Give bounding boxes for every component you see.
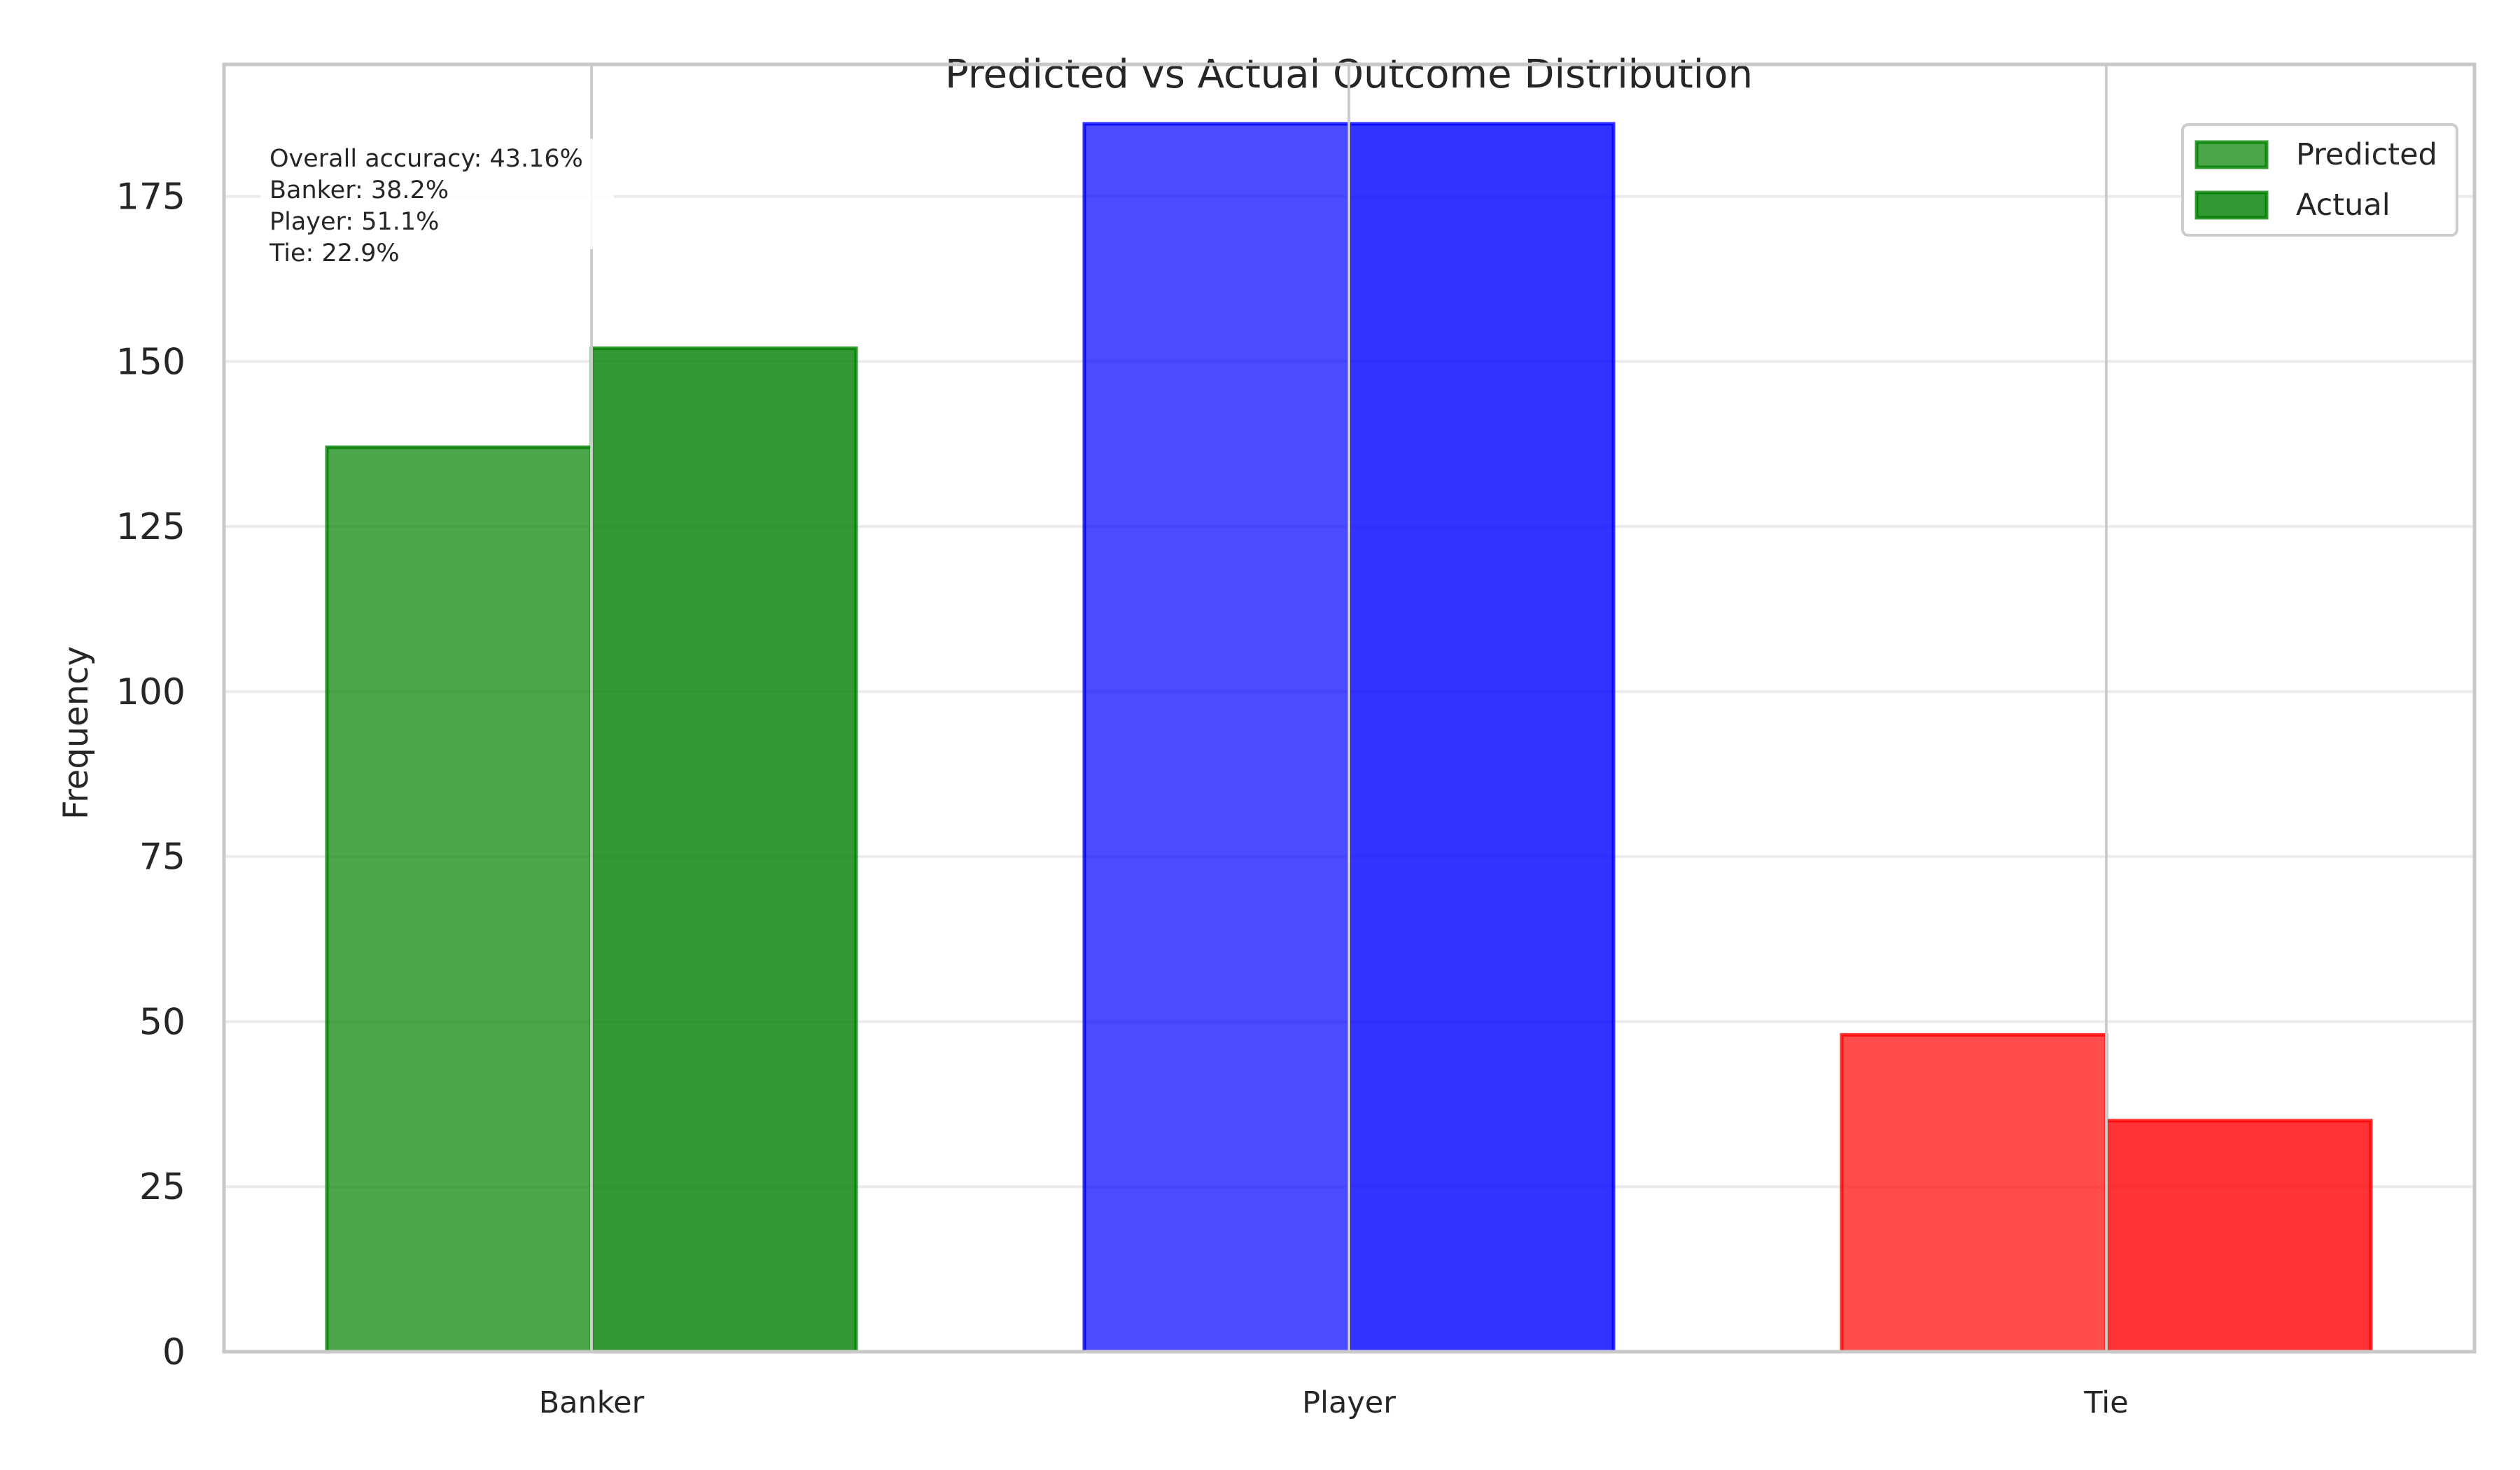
y-tick-label: 50 (139, 1001, 186, 1043)
y-tick-label: 25 (139, 1166, 186, 1208)
accuracy-annotation: Overall accuracy: 43.16% Banker: 38.2% Pla… (269, 145, 583, 267)
x-tick-labels: Banker Player Tie (539, 1385, 2129, 1420)
plot-frame (222, 62, 2477, 1354)
y-tick-label: 0 (162, 1331, 186, 1373)
legend-swatch-predicted (2194, 140, 2269, 169)
y-tick-label: 125 (116, 506, 186, 548)
annotation-line: Banker: 38.2% (270, 176, 449, 204)
legend-label-predicted: Predicted (2296, 137, 2437, 172)
bar-predicted-banker (325, 445, 594, 1354)
x-tick-label-player: Player (1302, 1385, 1396, 1420)
y-tick-labels: 0 25 50 75 100 125 150 175 (116, 176, 186, 1373)
y-tick-label: 100 (116, 671, 186, 713)
category-center-lines (590, 64, 2108, 1352)
annotation-line: Player: 51.1% (270, 208, 439, 236)
legend-label-actual: Actual (2296, 188, 2390, 223)
y-tick-label: 75 (139, 836, 186, 878)
annotation-line: Tie: 22.9% (269, 239, 400, 267)
x-tick-label-tie: Tie (2083, 1385, 2128, 1420)
bar-actual-player (1347, 122, 1616, 1354)
bar-predicted-tie (1840, 1032, 2108, 1354)
legend-swatch-actual (2194, 190, 2269, 220)
y-axis-label: Frequency (57, 646, 96, 820)
y-tick-label: 175 (116, 176, 186, 218)
x-tick-label-banker: Banker (539, 1385, 645, 1420)
annotation-line: Overall accuracy: 43.16% (270, 145, 583, 173)
annotation-box (260, 139, 614, 249)
bar-actual-banker (589, 346, 858, 1354)
legend: Predicted Actual (2181, 123, 2458, 237)
bar-actual-tie (2104, 1119, 2373, 1354)
y-tick-label: 150 (116, 341, 186, 383)
bar-predicted-player (1082, 122, 1351, 1354)
